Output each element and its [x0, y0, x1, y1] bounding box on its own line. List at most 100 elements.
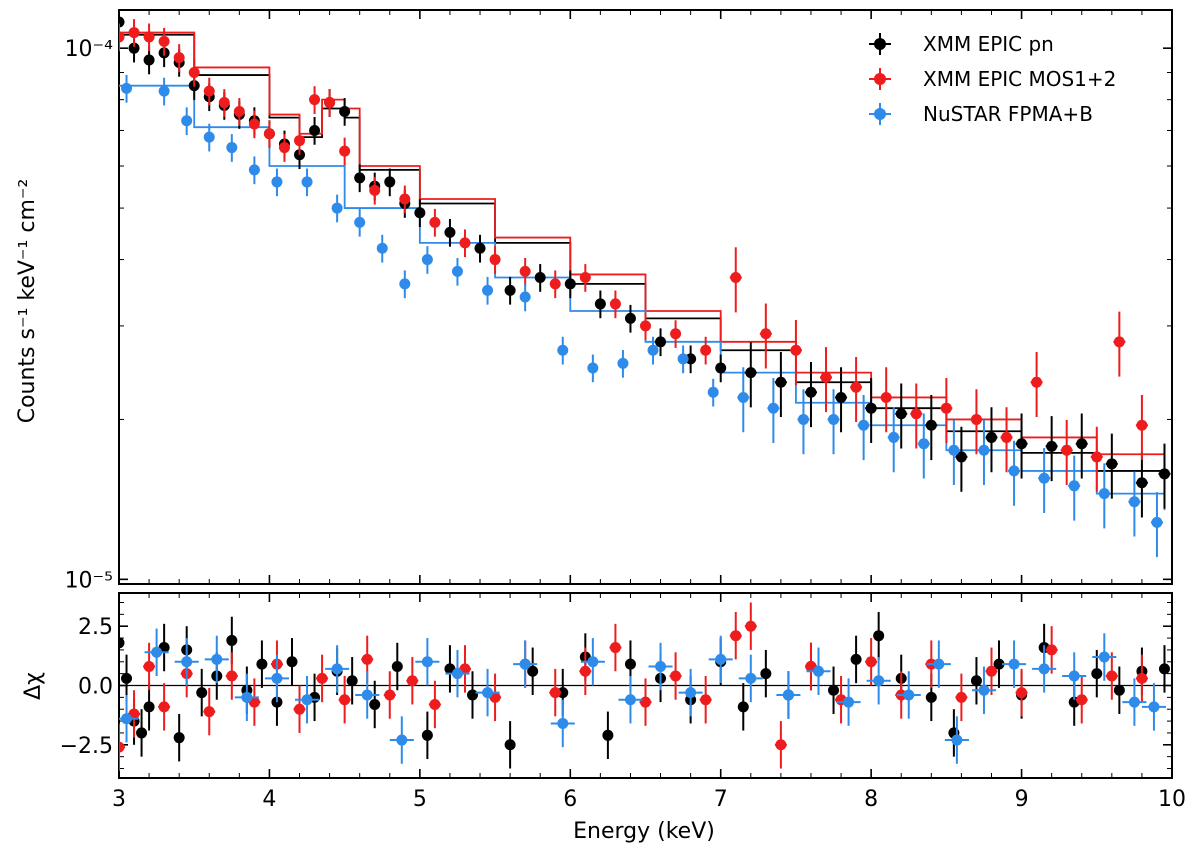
nustar-fpma-b-model-line	[119, 84, 1166, 511]
data-point	[309, 94, 321, 106]
residual-point	[557, 687, 569, 699]
xmm-epic-pn-residuals	[119, 611, 1170, 769]
data-point	[1151, 516, 1163, 528]
residual-point	[1098, 651, 1110, 663]
residual-point	[196, 687, 208, 699]
data-point	[309, 124, 321, 136]
x-axis-label: Energy (keV)	[573, 819, 715, 844]
legend-marker	[874, 38, 886, 50]
residual-point	[451, 668, 463, 680]
residual-y-tick-label: 0.0	[78, 675, 113, 700]
data-point	[421, 254, 433, 266]
data-point	[880, 391, 892, 403]
data-point	[459, 237, 471, 249]
residual-point	[985, 665, 997, 677]
data-point	[564, 278, 576, 290]
residual-point	[119, 741, 125, 753]
residual-point	[504, 739, 516, 751]
nustar-fpma-b-points	[121, 74, 1163, 558]
data-point	[1106, 458, 1118, 470]
data-point	[767, 402, 779, 414]
data-point	[730, 272, 742, 284]
residual-point	[970, 675, 982, 687]
residual-point	[730, 630, 742, 642]
data-point	[670, 328, 682, 340]
data-point	[376, 242, 388, 254]
data-point	[715, 362, 727, 374]
residual-point	[670, 670, 682, 682]
data-point	[263, 128, 275, 140]
spectrum-y-tick-label: 10⁻⁴	[65, 37, 114, 62]
data-point	[1046, 440, 1058, 452]
x-tick-label: 3	[112, 787, 126, 812]
residual-point	[843, 696, 855, 708]
data-point	[369, 184, 381, 196]
residual-point	[421, 729, 433, 741]
data-point	[119, 31, 125, 43]
spectrum-data	[119, 10, 1171, 558]
residual-point	[925, 691, 937, 703]
residual-point	[828, 684, 840, 696]
residual-y-axis-label: Δχ	[21, 672, 46, 700]
data-point	[647, 344, 659, 356]
data-point	[700, 344, 712, 356]
data-point	[609, 298, 621, 310]
residual-point	[1106, 670, 1118, 682]
data-point	[888, 431, 900, 443]
data-point	[414, 207, 426, 219]
data-point	[1008, 465, 1020, 477]
data-point	[1016, 438, 1028, 450]
data-point	[925, 419, 937, 431]
residual-point	[933, 658, 945, 670]
data-point	[519, 291, 531, 303]
residual-point	[655, 661, 667, 673]
data-point	[271, 176, 283, 188]
data-point	[278, 142, 290, 154]
residual-point	[1008, 658, 1020, 670]
residual-point	[369, 698, 381, 710]
data-point	[955, 451, 967, 463]
data-point	[797, 413, 809, 425]
data-point	[850, 381, 862, 393]
residual-point	[1016, 687, 1028, 699]
residual-point	[361, 689, 373, 701]
residual-y-tick-label: −2.5	[60, 734, 113, 759]
data-point	[858, 419, 870, 431]
data-point	[790, 344, 802, 356]
data-point	[707, 386, 719, 398]
data-point	[143, 54, 155, 66]
residual-point	[1136, 672, 1148, 684]
data-point	[128, 42, 140, 54]
residual-point	[873, 630, 885, 642]
data-point	[549, 278, 561, 290]
residual-point	[579, 665, 591, 677]
residual-point	[903, 689, 915, 701]
residual-point	[121, 672, 133, 684]
residual-point	[241, 691, 253, 703]
residual-data	[119, 602, 1170, 771]
residual-point	[136, 727, 148, 739]
residual-point	[143, 701, 155, 713]
data-point	[248, 164, 260, 176]
data-point	[294, 135, 306, 147]
data-point	[173, 52, 185, 64]
data-point	[1113, 336, 1125, 348]
residual-point	[121, 713, 133, 725]
residual-point	[700, 694, 712, 706]
data-point	[677, 353, 689, 365]
data-point	[910, 408, 922, 420]
data-point	[429, 216, 441, 228]
residual-point	[346, 675, 358, 687]
residual-point	[1091, 668, 1103, 680]
residual-point	[1038, 663, 1050, 675]
data-point	[820, 371, 832, 383]
data-point	[324, 97, 336, 109]
data-point	[203, 85, 215, 97]
residual-point	[384, 689, 396, 701]
data-point	[143, 31, 155, 43]
residual-point	[294, 703, 306, 715]
data-point	[1091, 451, 1103, 463]
residual-point	[850, 653, 862, 665]
residual-point	[226, 634, 238, 646]
